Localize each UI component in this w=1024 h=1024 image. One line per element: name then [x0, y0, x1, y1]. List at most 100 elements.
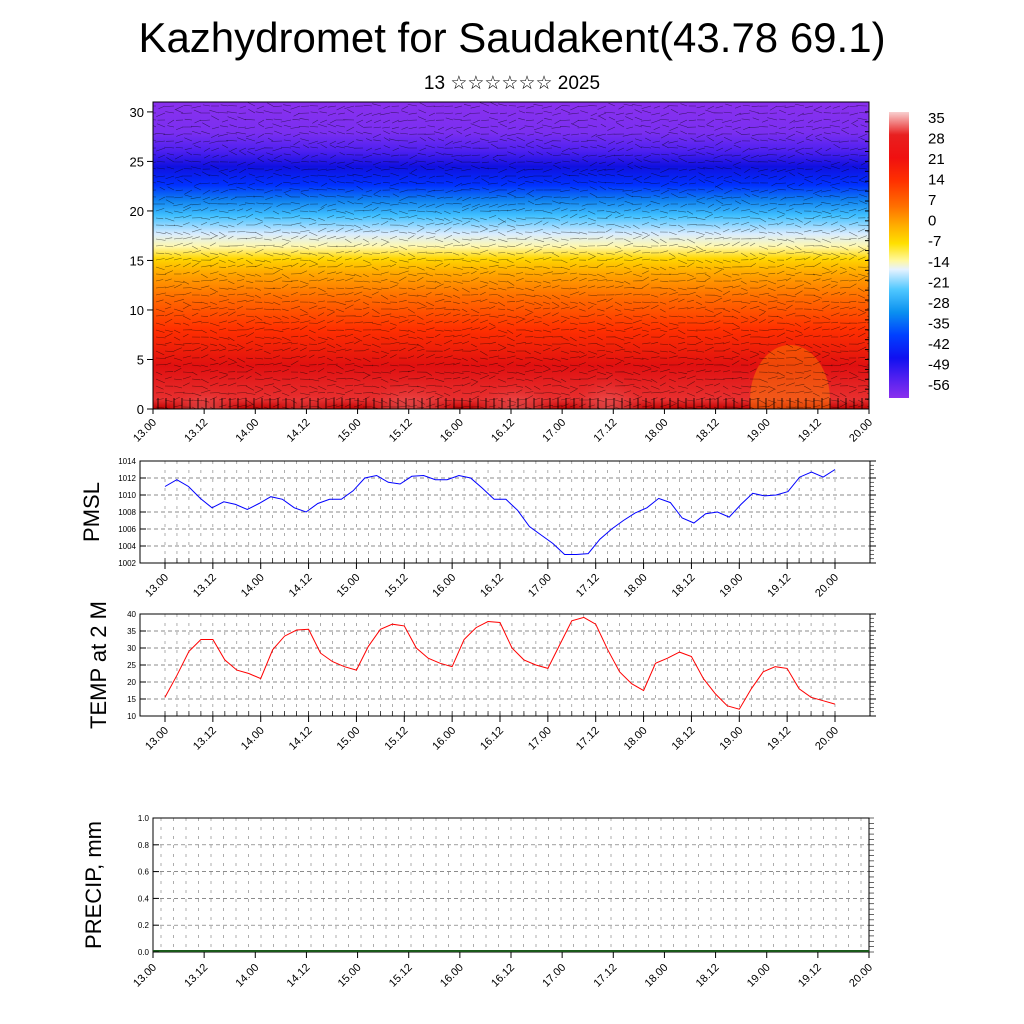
x-tick-label: 16.12: [478, 572, 506, 600]
precip-panel: 0.0 0.2 0.4 0.6 0.8 1.0 13.00 13.12 14.00 14.12 15…: [81, 814, 875, 990]
x-tick-label: 19.00: [717, 725, 745, 753]
colorbar-label: 35: [928, 110, 945, 127]
y-tick-label: 40: [127, 610, 136, 619]
y-tick-label: 1004: [118, 542, 136, 551]
y-tick-label: 0.8: [138, 841, 150, 850]
x-tick-label: 14.00: [239, 725, 267, 753]
y-tick-label: 1012: [118, 474, 136, 483]
pmsl-grid: [140, 460, 870, 564]
page-subtitle: 13 ☆☆☆☆☆☆ 2025: [423, 73, 601, 94]
x-tick-label: 19.12: [796, 962, 824, 990]
colorbar-label: -28: [928, 295, 950, 312]
heatmap-x-tick-label: 17.12: [591, 417, 619, 445]
y-tick-label: 1006: [118, 525, 136, 534]
pmsl-series-line: [164, 469, 836, 555]
y-tick-label: 20: [127, 678, 136, 687]
y-tick-label: 0.6: [138, 868, 150, 877]
colorbar-label: -21: [928, 274, 950, 291]
heatmap-y-tick-label: 15: [130, 253, 144, 268]
x-tick-label: 16.00: [438, 962, 466, 990]
colorbar-label: 28: [928, 131, 945, 148]
y-tick-label: 1.0: [138, 814, 150, 823]
x-tick-label: 15.00: [335, 572, 363, 600]
colorbar-label: 7: [928, 192, 936, 209]
heatmap-panel: 0 5 10 15 20 25 30 13.00 13.12 14.00 14.12 15.00 15…: [130, 101, 875, 445]
y-tick-label: 25: [127, 661, 136, 670]
colorbar-label: -35: [928, 315, 950, 332]
y-tick-label: 30: [127, 644, 136, 653]
heatmap-x-tick-label: 15.00: [336, 417, 364, 445]
x-tick-label: 14.12: [285, 962, 313, 990]
y-tick-label: 35: [127, 627, 136, 636]
x-tick-label: 19.12: [765, 572, 793, 600]
x-tick-label: 16.00: [430, 572, 458, 600]
heatmap-x-tick-label: 13.00: [131, 417, 159, 445]
wind-vector-field: [153, 102, 869, 409]
x-tick-label: 18.00: [622, 572, 650, 600]
colorbar-label: 21: [928, 151, 945, 168]
heatmap-y-tick-label: 30: [130, 105, 144, 120]
x-tick-label: 15.00: [336, 962, 364, 990]
heatmap-x-tick-label: 13.12: [182, 417, 210, 445]
heatmap-x-tick-label: 14.12: [285, 417, 313, 445]
warm-surface-cells: [170, 334, 830, 409]
x-tick-label: 13.00: [131, 962, 159, 990]
x-tick-label: 19.12: [765, 725, 793, 753]
x-tick-label: 16.12: [478, 725, 506, 753]
pmsl-panel: 1002 1004 1006 1008 1010 1012 1014 13.00 13.12 14…: [79, 457, 876, 600]
x-tick-label: 15.00: [335, 725, 363, 753]
x-tick-label: 17.00: [526, 572, 554, 600]
x-tick-label: 18.00: [643, 962, 671, 990]
pmsl-axes: 1002 1004 1006 1008 1010 1012 1014 13.00 13.12 14…: [118, 457, 876, 600]
colorbar-label: -49: [928, 356, 950, 373]
x-tick-label: 13.00: [143, 572, 171, 600]
x-tick-label: 19.00: [717, 572, 745, 600]
heatmap-y-tick-label: 0: [137, 402, 144, 417]
temp-grid: [140, 613, 870, 717]
x-tick-label: 16.00: [430, 725, 458, 753]
heatmap-y-tick-label: 20: [130, 204, 144, 219]
heatmap-x-tick-label: 20.00: [847, 417, 875, 445]
x-tick-label: 14.12: [287, 725, 315, 753]
x-tick-label: 17.12: [591, 962, 619, 990]
colorbar-label: -7: [928, 233, 941, 250]
heatmap-y-tick-label: 5: [137, 352, 144, 367]
temp-ylabel: TEMP at 2 M: [86, 601, 111, 729]
heatmap-x-tick-label: 18.00: [643, 417, 671, 445]
x-tick-label: 14.00: [239, 572, 267, 600]
precip-axes: 0.0 0.2 0.4 0.6 0.8 1.0 13.00 13.12 14.00 14.12 15…: [131, 814, 875, 990]
y-tick-label: 0.4: [138, 894, 150, 903]
x-tick-label: 18.12: [670, 572, 698, 600]
x-tick-label: 17.00: [526, 725, 554, 753]
x-tick-label: 18.12: [694, 962, 722, 990]
colorbar-label: -42: [928, 336, 950, 353]
colorbar-labels: 35 28 21 14 7 0 -7 -14 -21 -28 -35 -42 -49 -56: [928, 110, 950, 394]
heatmap-x-tick-label: 14.00: [233, 417, 261, 445]
x-tick-label: 18.00: [622, 725, 650, 753]
x-tick-label: 15.12: [382, 572, 410, 600]
temp-axes: 10 15 20 25 30 35 40 13.00 13.12 14.00 14.12 15.00 1…: [127, 610, 876, 753]
temp-panel: 10 15 20 25 30 35 40 13.00 13.12 14.00 14.12 15.00 1…: [86, 601, 876, 753]
precip-ylabel: PRECIP, mm: [81, 821, 106, 949]
y-tick-label: 1008: [118, 508, 136, 517]
x-tick-label: 19.00: [745, 962, 773, 990]
heatmap-x-tick-label: 17.00: [540, 417, 568, 445]
x-tick-label: 13.12: [191, 572, 219, 600]
precip-grid: [153, 817, 869, 953]
heatmap-y-axis: 0 5 10 15 20 25 30: [130, 101, 869, 417]
wind-vectors: [153, 102, 869, 409]
y-tick-label: 15: [127, 695, 136, 704]
x-tick-label: 20.00: [847, 962, 875, 990]
temp-series-line: [164, 616, 836, 710]
surface-wind-barbs: [157, 398, 863, 409]
x-tick-label: 13.00: [143, 725, 171, 753]
x-tick-label: 16.12: [489, 962, 517, 990]
x-tick-label: 20.00: [813, 572, 841, 600]
page-title: Kazhydromet for Saudakent(43.78 69.1): [138, 14, 886, 61]
x-tick-label: 13.12: [191, 725, 219, 753]
y-tick-label: 1010: [118, 491, 136, 500]
x-tick-label: 18.12: [670, 725, 698, 753]
heatmap-x-axis: 13.00 13.12 14.00 14.12 15.00 15.12 16.00 16.12…: [131, 409, 875, 445]
x-tick-label: 17.12: [574, 725, 602, 753]
heatmap-y-tick-label: 10: [130, 303, 144, 318]
